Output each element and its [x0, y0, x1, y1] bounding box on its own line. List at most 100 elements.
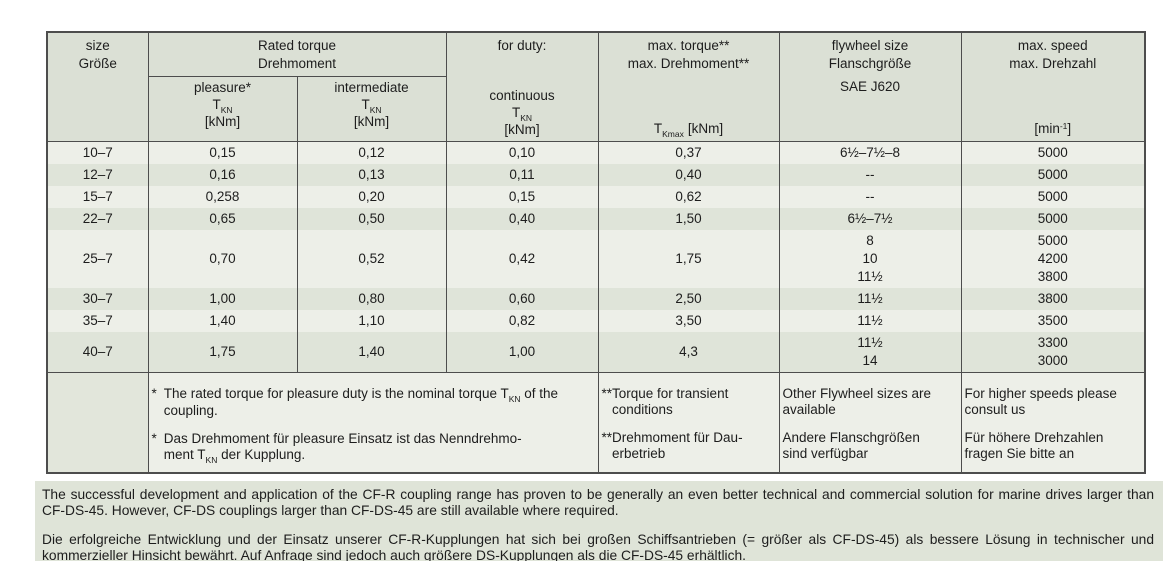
footnote-marker: *	[151, 430, 157, 446]
footnote-item: ** Drehmoment für Dau- erbetrieb	[602, 430, 775, 462]
table-body: 10–7 0,15 0,12 0,10 0,37 6½–7½–8 5000 12…	[47, 141, 1145, 473]
cell-size: 10–7	[47, 141, 148, 164]
cell-continuous: 0,60	[445, 287, 598, 310]
symbol-tkn: TKN	[212, 97, 233, 116]
cell-intermediate: 0,52	[296, 229, 446, 288]
notes-block: The successful development and applicati…	[35, 480, 1163, 561]
unit-knm: [kNm]	[353, 114, 390, 130]
header-rated-en: Rated torque	[257, 38, 337, 53]
footnote-size-cell	[47, 371, 148, 473]
cell-intermediate: 0,13	[296, 163, 446, 186]
table-header: size Größe Rated torque Drehmoment for d…	[47, 32, 1145, 142]
footnote-max-torque: ** Torque for transient conditions ** Dr…	[597, 371, 779, 473]
table-row: 30–7 1,00 0,80 0,60 2,50 11½ 3800	[47, 287, 1145, 310]
cell-flywheel: --	[778, 163, 961, 186]
header-max-torque-en: max. torque**	[647, 38, 730, 53]
cell-intermediate: 1,40	[296, 331, 446, 372]
cell-speed: 5000	[960, 163, 1145, 186]
table-row: 15–7 0,258 0,20 0,15 0,62 -- 5000	[47, 185, 1145, 208]
cell-max-torque: 4,3	[597, 331, 779, 372]
unit-knm: [kNm]	[204, 114, 241, 130]
header-flywheel-standard: SAE J620	[839, 79, 901, 94]
footnote-marker: **	[601, 385, 613, 401]
cell-continuous: 0,40	[445, 207, 598, 230]
header-duty-mode: continuous	[489, 88, 555, 103]
symbol-tkmax: TKmax [kNm]	[653, 121, 724, 139]
cell-speed: 5000	[960, 185, 1145, 208]
cell-size: 15–7	[47, 185, 148, 208]
cell-continuous: 0,15	[445, 185, 598, 208]
note-paragraph-de: Die erfolgreiche Entwicklung und der Ein…	[42, 531, 1154, 561]
header-flywheel-de: Flanschgröße	[828, 56, 912, 71]
footnote-speed: For higher speeds please consult us Für …	[960, 371, 1145, 473]
cell-size: 12–7	[47, 163, 148, 186]
footnote-text: Drehmoment für Dau- erbetrieb	[612, 429, 743, 461]
footnote-item: ** Torque for transient conditions	[602, 386, 775, 418]
cell-speed: 3300 3000	[960, 331, 1145, 372]
cell-pleasure: 0,65	[147, 207, 297, 230]
footnote-flywheel: Other Flywheel sizes are available Ander…	[778, 371, 961, 473]
note-paragraph-en: The successful development and applicati…	[42, 486, 1154, 518]
header-max-torque: max. torque** max. Drehmoment** TKmax [kN…	[597, 32, 779, 142]
footnote-text: For higher speeds please consult us	[964, 385, 1117, 417]
footnote-item: * The rated torque for pleasure duty is …	[152, 386, 594, 419]
footnote-row: * The rated torque for pleasure duty is …	[47, 371, 1145, 473]
header-size-de: Größe	[78, 56, 117, 71]
cell-speed: 5000 4200 3800	[960, 229, 1145, 288]
cell-pleasure: 1,00	[147, 287, 297, 310]
cell-continuous: 0,10	[445, 141, 598, 164]
cell-continuous: 1,00	[445, 331, 598, 372]
header-flywheel-en: flywheel size	[831, 38, 909, 53]
table-row: 22–7 0,65 0,50 0,40 1,50 6½–7½ 5000	[47, 207, 1145, 230]
footnote-marker: **	[601, 429, 613, 445]
cell-max-torque: 3,50	[597, 309, 779, 332]
cell-max-torque: 0,40	[597, 163, 779, 186]
cell-pleasure: 1,75	[147, 331, 297, 372]
cell-pleasure: 1,40	[147, 309, 297, 332]
cell-intermediate: 0,80	[296, 287, 446, 310]
footnote-text: Torque for transient conditions	[612, 385, 729, 417]
unit-knm: [kNm]	[504, 122, 540, 137]
header-flywheel: flywheel size Flanschgröße SAE J620	[778, 32, 961, 142]
cell-flywheel: 11½ 14	[778, 331, 961, 372]
cell-size: 30–7	[47, 287, 148, 310]
table-row: 12–7 0,16 0,13 0,11 0,40 -- 5000	[47, 163, 1145, 186]
cell-flywheel: --	[778, 185, 961, 208]
cell-speed: 5000	[960, 141, 1145, 164]
footnote-rated-torque: * The rated torque for pleasure duty is …	[147, 371, 598, 473]
cell-flywheel: 6½–7½–8	[778, 141, 961, 164]
header-row-1: size Größe Rated torque Drehmoment for d…	[47, 32, 1145, 142]
footnote-marker: *	[151, 385, 157, 401]
cell-max-torque: 2,50	[597, 287, 779, 310]
cell-flywheel: 6½–7½	[778, 207, 961, 230]
unit-min: [min-1]	[1034, 121, 1072, 136]
header-duty: for duty: continuous TKN [kNm]	[445, 32, 598, 142]
header-size-en: size	[85, 38, 110, 53]
cell-speed: 5000	[960, 207, 1145, 230]
cell-intermediate: 1,10	[296, 309, 446, 332]
header-rated-torque: Rated torque Drehmoment	[147, 32, 446, 78]
symbol-tkn: TKN	[361, 97, 382, 116]
footnote-text: The rated torque for pleasure duty is th…	[163, 385, 559, 418]
cell-continuous: 0,82	[445, 309, 598, 332]
cell-pleasure: 0,15	[147, 141, 297, 164]
coupling-spec-table: size Größe Rated torque Drehmoment for d…	[46, 31, 1146, 474]
cell-intermediate: 0,50	[296, 207, 446, 230]
cell-max-torque: 1,50	[597, 207, 779, 230]
footnote-text: Other Flywheel sizes are available	[782, 385, 932, 417]
cell-intermediate: 0,20	[296, 185, 446, 208]
header-rated-de: Drehmoment	[257, 56, 337, 71]
header-max-torque-de: max. Drehmoment**	[627, 56, 750, 71]
cell-flywheel: 11½	[778, 309, 961, 332]
header-duty-label: for duty:	[497, 38, 547, 53]
cell-speed: 3500	[960, 309, 1145, 332]
cell-continuous: 0,11	[445, 163, 598, 186]
cell-max-torque: 0,62	[597, 185, 779, 208]
header-speed-en: max. speed	[1017, 38, 1088, 53]
header-row-2: pleasure* TKN [kNm] intermediate TKN [kN…	[47, 76, 1145, 142]
cell-max-torque: 1,75	[597, 229, 779, 288]
cell-speed: 3800	[960, 287, 1145, 310]
cell-flywheel: 8 10 11½	[778, 229, 961, 288]
header-pleasure: pleasure* TKN [kNm]	[147, 76, 297, 142]
cell-pleasure: 0,258	[147, 185, 297, 208]
